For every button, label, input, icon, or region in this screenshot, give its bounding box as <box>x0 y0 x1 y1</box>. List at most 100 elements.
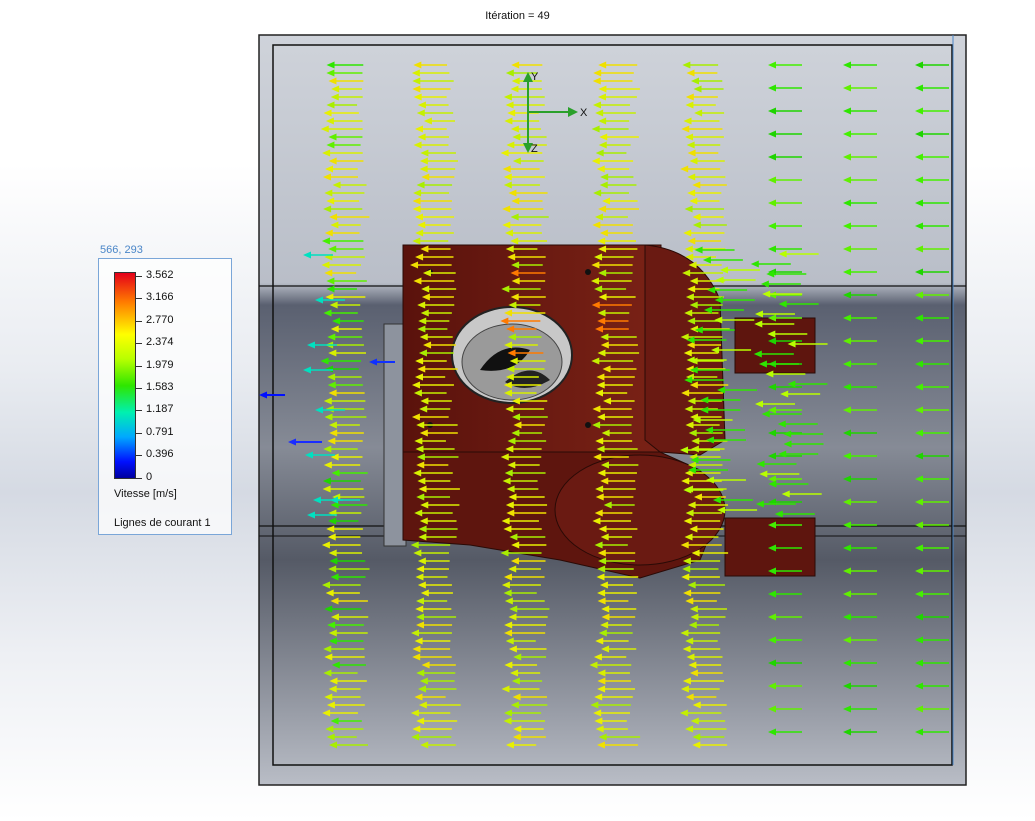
part-lower-boss <box>554 454 726 566</box>
velocity-arrowhead <box>505 501 514 509</box>
velocity-arrowhead <box>915 130 923 138</box>
velocity-arrowhead <box>591 301 600 309</box>
velocity-arrowhead <box>501 685 510 693</box>
velocity-arrowhead <box>843 613 851 621</box>
velocity-arrowhead <box>329 301 338 309</box>
velocity-arrowhead <box>323 109 332 117</box>
velocity-arrowhead <box>594 693 603 701</box>
legend-tick <box>136 343 142 345</box>
velocity-legend[interactable]: 3.562 3.166 2.770 2.374 1.979 1.583 1.187 0.791… <box>98 258 232 535</box>
velocity-arrowhead <box>411 413 420 421</box>
velocity-arrowhead <box>682 645 691 653</box>
velocity-arrowhead <box>322 477 331 485</box>
velocity-arrowhead <box>330 453 339 461</box>
velocity-arrowhead <box>321 237 330 245</box>
velocity-arrowhead <box>592 101 601 109</box>
velocity-arrowhead <box>417 477 426 485</box>
velocity-arrowhead <box>783 430 792 438</box>
velocity-arrowhead <box>705 426 714 434</box>
velocity-arrowhead <box>416 717 425 725</box>
velocity-arrowhead <box>322 149 331 157</box>
velocity-arrowhead <box>505 637 514 645</box>
velocity-arrowhead <box>598 85 607 93</box>
velocity-arrowhead <box>502 221 511 229</box>
velocity-arrowhead <box>843 291 851 299</box>
velocity-arrowhead <box>330 597 339 605</box>
velocity-arrowhead <box>768 728 776 736</box>
velocity-arrowhead <box>843 245 851 253</box>
velocity-arrowhead <box>690 717 699 725</box>
velocity-arrowhead <box>412 653 421 661</box>
velocity-arrowhead <box>598 117 607 125</box>
velocity-arrowhead <box>512 133 521 141</box>
velocity-arrowhead <box>598 525 607 533</box>
velocity-arrowhead <box>843 153 851 161</box>
velocity-arrowhead <box>327 621 336 629</box>
velocity-arrowhead <box>689 157 698 165</box>
iteration-label: Itération = 49 <box>485 10 550 22</box>
velocity-arrowhead <box>915 176 923 184</box>
velocity-arrowhead <box>417 365 426 373</box>
velocity-arrowhead <box>679 709 688 717</box>
velocity-arrowhead <box>413 549 422 557</box>
velocity-arrowhead <box>598 205 607 213</box>
velocity-arrowhead <box>420 245 429 253</box>
velocity-arrowhead <box>501 285 510 293</box>
velocity-arrowhead <box>684 309 693 317</box>
velocity-arrowhead <box>915 314 923 322</box>
velocity-arrowhead <box>843 61 851 69</box>
velocity-arrowhead <box>511 197 520 205</box>
velocity-arrowhead <box>325 725 334 733</box>
velocity-arrowhead <box>915 268 923 276</box>
velocity-arrowhead <box>330 717 339 725</box>
velocity-arrowhead <box>686 69 695 77</box>
velocity-arrowhead <box>595 725 604 733</box>
velocity-arrowhead <box>681 573 690 581</box>
velocity-arrowhead <box>507 253 516 261</box>
velocity-arrowhead <box>687 581 696 589</box>
legend-tick <box>136 276 142 277</box>
velocity-arrowhead <box>417 101 426 109</box>
velocity-arrowhead <box>511 261 520 269</box>
velocity-arrowhead <box>700 396 709 404</box>
velocity-arrowhead <box>508 565 517 573</box>
velocity-arrowhead <box>419 677 428 685</box>
velocity-arrowhead <box>413 93 422 101</box>
triad-x-label: X <box>580 107 588 119</box>
part-tab-lower <box>724 517 816 577</box>
velocity-arrowhead <box>323 309 332 317</box>
velocity-arrowhead <box>705 436 714 444</box>
velocity-arrowhead <box>501 517 510 525</box>
velocity-arrowhead <box>843 475 851 483</box>
velocity-arrowhead <box>417 557 426 565</box>
velocity-arrowhead <box>323 461 332 469</box>
velocity-arrowhead <box>778 300 787 308</box>
velocity-arrowhead <box>689 605 698 613</box>
velocity-arrowhead <box>324 189 333 197</box>
velocity-arrowhead <box>780 390 789 398</box>
velocity-arrowhead <box>599 229 608 237</box>
velocity-arrowhead <box>592 77 601 85</box>
velocity-arrowhead <box>787 340 796 348</box>
velocity-arrowhead <box>915 590 923 598</box>
velocity-arrowhead <box>512 413 521 421</box>
velocity-arrowhead <box>598 245 607 253</box>
velocity-arrowhead <box>510 237 519 245</box>
velocity-arrowhead <box>330 496 338 504</box>
velocity-arrowhead <box>329 677 338 685</box>
velocity-arrowhead <box>417 133 426 141</box>
velocity-arrowhead <box>768 636 776 644</box>
velocity-arrowhead <box>687 461 696 469</box>
velocity-arrowhead <box>685 133 694 141</box>
velocity-arrowhead <box>594 285 603 293</box>
velocity-arrowhead <box>602 365 611 373</box>
velocity-arrowhead <box>413 389 422 397</box>
velocity-arrowhead <box>593 709 602 717</box>
velocity-arrowhead <box>685 725 694 733</box>
velocity-arrowhead <box>598 61 607 69</box>
velocity-arrowhead <box>692 213 701 221</box>
velocity-arrowhead <box>323 645 332 653</box>
velocity-arrowhead <box>332 493 341 501</box>
velocity-arrowhead <box>600 533 609 541</box>
